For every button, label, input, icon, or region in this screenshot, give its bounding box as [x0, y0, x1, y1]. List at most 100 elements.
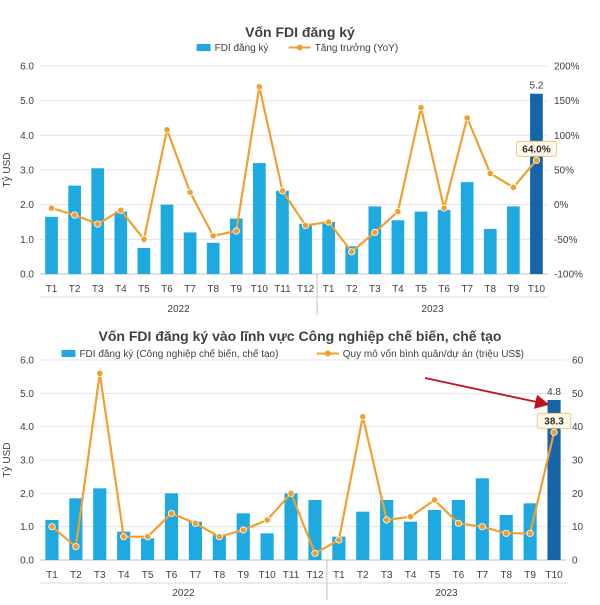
y-tick-label: 5.0 [20, 96, 34, 107]
x-tick-label: T7 [476, 570, 488, 581]
line-point [348, 248, 356, 256]
line-point [47, 204, 56, 212]
x-tick-label: T8 [213, 570, 225, 581]
line-point [478, 523, 486, 531]
line-point [325, 218, 333, 226]
x-tick-label: T9 [230, 284, 242, 295]
bar [141, 538, 155, 560]
x-tick-label: T5 [138, 284, 150, 295]
x-tick-label: T4 [115, 284, 127, 295]
chart-2: Vốn FDI đăng ký vào lĩnh vực Công nghiệp… [1, 328, 584, 601]
x-tick-label: T7 [184, 284, 196, 295]
line-point [209, 232, 217, 240]
y2-tick-label: -100% [554, 270, 583, 281]
x-tick-label: T10 [259, 570, 277, 581]
line-point [509, 183, 517, 191]
y2-tick-label: 50 [572, 389, 584, 400]
x-tick-label: T9 [508, 284, 520, 295]
bar [475, 478, 489, 560]
bar [437, 209, 451, 274]
legend: FDI đăng ký (Công nghiệp chế biến, chế t… [61, 348, 524, 360]
x-tick-label: T6 [161, 284, 173, 295]
chart-title: Vốn FDI đăng ký vào lĩnh vực Công nghiệp… [99, 328, 502, 344]
line-point [550, 428, 558, 436]
line-point [140, 235, 148, 243]
bar-data-label: 4.8 [547, 387, 561, 398]
x-tick-label: T3 [92, 284, 104, 295]
bar [160, 204, 174, 274]
x-tick-label: T4 [118, 570, 130, 581]
line-point [430, 496, 439, 504]
x-tick-label: T3 [381, 570, 393, 581]
bar [380, 500, 394, 560]
y-tick-label: 0.0 [20, 556, 34, 567]
line-point [406, 513, 415, 521]
year-label: 2023 [435, 588, 458, 599]
line-point [263, 516, 271, 524]
year-label: 2023 [421, 304, 444, 315]
y-tick-label: 5.0 [20, 389, 34, 400]
y2-tick-label: 20 [572, 489, 584, 500]
bar [391, 220, 405, 274]
x-tick-label: T4 [392, 284, 404, 295]
x-tick-label: T10 [528, 284, 546, 295]
line-point [167, 509, 176, 517]
y-tick-label: 3.0 [20, 166, 34, 177]
x-tick-label: T8 [207, 284, 219, 295]
bar [483, 228, 497, 274]
bar [212, 535, 226, 560]
line-point [94, 220, 102, 228]
x-tick-label: T7 [190, 570, 202, 581]
bar [93, 488, 107, 560]
legend-line-marker [296, 44, 303, 51]
x-tick-label: T2 [357, 570, 369, 581]
line-point [417, 104, 425, 112]
legend-line-marker [324, 350, 331, 357]
x-tick-label: T1 [46, 284, 58, 295]
line-point [359, 413, 367, 421]
x-tick-label: T10 [251, 284, 269, 295]
bar [356, 511, 370, 560]
line-point [255, 83, 263, 91]
bar [45, 216, 58, 274]
x-tick-label: T2 [346, 284, 358, 295]
line-point [454, 519, 463, 527]
line-point [502, 529, 510, 537]
line-point [143, 533, 152, 541]
chart-1: Vốn FDI đăng ký FDI đăng ký Tăng trưởng (Y… [1, 24, 583, 315]
bar [188, 521, 202, 560]
y-axis-title: Tỷ USD [1, 443, 13, 478]
bar [507, 206, 520, 274]
bar [236, 513, 250, 560]
x-tick-label: T12 [297, 284, 315, 295]
line-point [335, 536, 343, 544]
x-tick-label: T12 [306, 570, 324, 581]
bar [276, 190, 289, 274]
line-point [163, 126, 171, 134]
year-label: 2022 [172, 588, 195, 599]
bar [530, 93, 543, 274]
x-tick-label: T11 [283, 570, 300, 581]
bar [547, 400, 561, 560]
y2-tick-label: 10 [572, 522, 584, 533]
bar [117, 531, 131, 560]
y-tick-label: 0.0 [20, 270, 34, 281]
line-point [96, 369, 104, 377]
y-tick-label: 3.0 [20, 456, 34, 467]
y2-tick-label: 60 [572, 356, 584, 367]
chart-title: Vốn FDI đăng ký [245, 24, 355, 40]
line-point [486, 169, 494, 178]
x-tick-label: T6 [453, 570, 465, 581]
bar [427, 510, 442, 560]
y-tick-label: 6.0 [20, 356, 34, 367]
x-tick-label: T9 [237, 570, 249, 581]
line-point [48, 523, 56, 531]
bar [137, 248, 151, 274]
line-data-label: 64.0% [522, 144, 550, 155]
bar-data-label: 5.2 [530, 81, 544, 92]
year-label: 2022 [167, 304, 190, 315]
y2-tick-label: 150% [554, 96, 580, 107]
y2-tick-label: 200% [554, 62, 580, 73]
x-tick-label: T7 [461, 284, 473, 295]
